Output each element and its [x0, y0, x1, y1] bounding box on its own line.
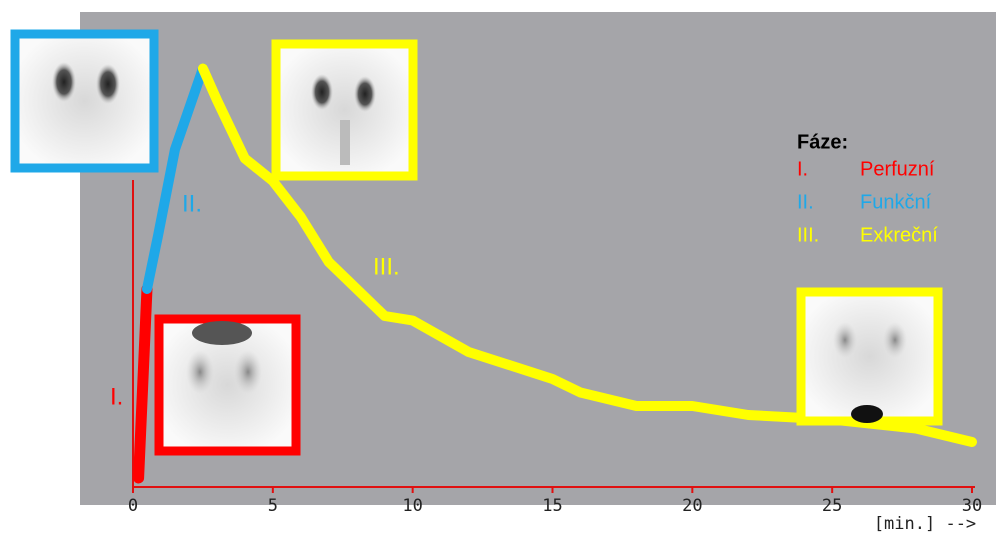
x-tick-label: 20: [682, 496, 702, 516]
x-tick-label: 30: [962, 496, 982, 516]
phase-annotation: I.: [110, 383, 123, 410]
series-line: [133, 283, 153, 484]
phase-annotation: III.: [373, 253, 400, 280]
legend-label: Perfuzní: [860, 158, 935, 180]
scan-excretory-late: [796, 287, 943, 426]
x-tick-label: 5: [268, 496, 278, 516]
legend: I. Perfuzní II. Funkční III. Exkreční: [797, 158, 938, 246]
legend-label: Exkreční: [860, 224, 938, 246]
legend-label: Funkční: [860, 191, 932, 213]
x-tick-label: 15: [542, 496, 562, 516]
legend-phase: I.: [797, 158, 808, 180]
x-tick-label: 25: [822, 496, 842, 516]
x-tick-label: 10: [402, 496, 422, 516]
scan-images: [10, 29, 943, 456]
legend-phase: III.: [797, 224, 819, 246]
series-line: [197, 63, 977, 447]
x-axis-label: [min.] -->: [874, 514, 976, 534]
scan-functional: [10, 29, 159, 173]
scan-excretory-early: [271, 39, 418, 181]
x-tick-label: 0: [128, 496, 138, 516]
plot: 0 5 10 15 20 25 30: [128, 63, 982, 516]
legend-title: Fáze:: [797, 131, 848, 153]
series-line: [141, 63, 208, 294]
scan-perfusion: [154, 314, 301, 456]
phase-annotation: II.: [182, 190, 202, 217]
legend-phase: II.: [797, 191, 814, 213]
